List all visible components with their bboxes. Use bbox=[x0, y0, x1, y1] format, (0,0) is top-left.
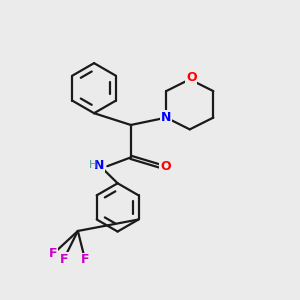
Text: F: F bbox=[49, 247, 58, 260]
Text: F: F bbox=[59, 253, 68, 266]
Text: N: N bbox=[94, 158, 104, 172]
Text: F: F bbox=[81, 253, 89, 266]
Text: H: H bbox=[88, 160, 97, 170]
Text: O: O bbox=[160, 160, 171, 173]
Text: N: N bbox=[161, 111, 171, 124]
Text: O: O bbox=[186, 71, 196, 84]
